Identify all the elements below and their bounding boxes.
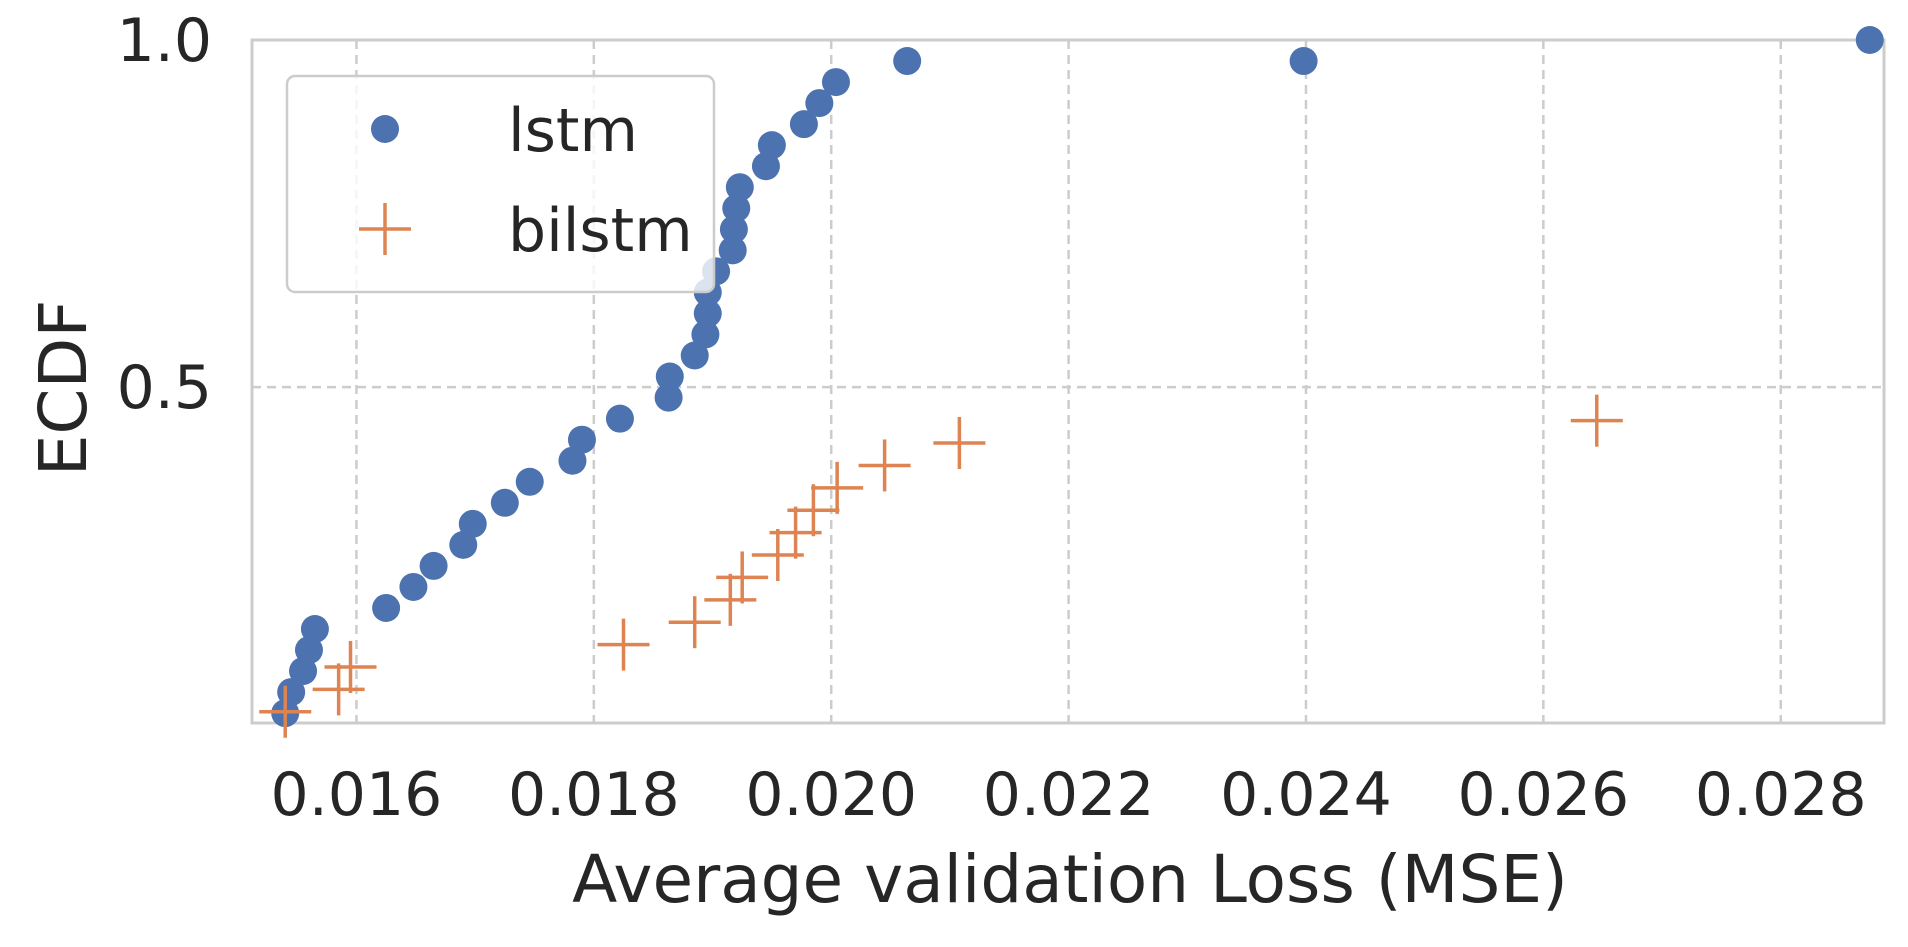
lstm-point (654, 383, 683, 412)
x-tick-label: 0.020 (745, 760, 917, 830)
legend-item-lstm: lstm (371, 96, 638, 166)
lstm-point (449, 530, 478, 559)
legend-item-bilstm: bilstm (359, 196, 693, 266)
lstm-point (722, 194, 751, 223)
lstm-point (805, 89, 834, 118)
series-bilstm (259, 394, 1623, 738)
lstm-point (490, 488, 519, 517)
lstm-point (567, 425, 596, 454)
bilstm-point (933, 417, 986, 470)
lstm-point (751, 152, 780, 181)
lstm-point (693, 299, 722, 328)
legend: lstm bilstm (285, 74, 716, 294)
legend-label: bilstm (508, 196, 693, 266)
bilstm-point (716, 551, 769, 604)
y-axis-label: ECDF (25, 300, 102, 477)
lstm-point (719, 215, 748, 244)
bilstm-point (1570, 394, 1623, 447)
lstm-point (757, 131, 786, 160)
tick-labels: 0.016 0.018 0.020 0.022 0.024 0.026 0.028 0.5 1.… (117, 6, 1867, 830)
x-tick-label: 0.016 (271, 760, 443, 830)
lstm-point (1289, 47, 1318, 76)
lstm-point (718, 236, 747, 265)
x-tick-label: 0.022 (983, 760, 1155, 830)
lstm-point (558, 446, 587, 475)
x-tick-label: 0.018 (508, 760, 680, 830)
lstm-point (680, 341, 709, 370)
lstm-point (300, 615, 329, 644)
lstm-point (893, 47, 922, 76)
y-tick-label: 1.0 (117, 6, 212, 76)
y-tick-label: 0.5 (117, 353, 212, 423)
lstm-point (725, 173, 754, 202)
lstm-point (372, 593, 401, 622)
plot-frame (250, 38, 1886, 725)
lstm-point (1855, 26, 1884, 54)
bilstm-point (704, 573, 757, 626)
lstm-point (294, 636, 323, 665)
bilstm-point (324, 640, 377, 693)
lstm-point (419, 551, 448, 580)
x-tick-label: 0.024 (1220, 760, 1392, 830)
lstm-point (691, 320, 720, 349)
lstm-point (289, 657, 318, 686)
x-tick-label: 0.026 (1457, 760, 1629, 830)
lstm-point (458, 509, 487, 538)
lstm-point (399, 572, 428, 601)
legend-label: lstm (508, 96, 638, 166)
x-tick-label: 0.028 (1695, 760, 1867, 830)
plot-border (250, 38, 1886, 725)
bilstm-point (597, 618, 650, 671)
bilstm-point (858, 439, 911, 492)
lstm-point (821, 68, 850, 97)
bilstm-point (259, 685, 312, 738)
legend-marker-plus (359, 203, 411, 255)
bilstm-point (811, 461, 864, 514)
legend-marker-circle (371, 115, 399, 143)
lstm-point (655, 362, 684, 391)
lstm-point (789, 110, 818, 139)
x-axis-label: Average validation Loss (MSE) (572, 841, 1568, 918)
bilstm-point (668, 596, 721, 649)
bilstm-point (312, 663, 365, 716)
lstm-point (515, 467, 544, 496)
lstm-point (605, 404, 634, 433)
bilstm-point (787, 484, 840, 537)
